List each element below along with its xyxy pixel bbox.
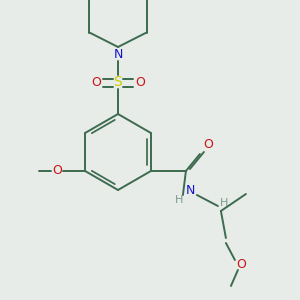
- Text: O: O: [52, 164, 62, 178]
- Text: O: O: [236, 259, 246, 272]
- Text: O: O: [91, 76, 101, 88]
- Text: H: H: [220, 198, 228, 208]
- Text: O: O: [135, 76, 145, 88]
- Text: S: S: [114, 75, 122, 89]
- Text: H: H: [175, 195, 183, 205]
- Text: O: O: [203, 139, 213, 152]
- Text: N: N: [113, 47, 123, 61]
- Text: N: N: [186, 184, 196, 197]
